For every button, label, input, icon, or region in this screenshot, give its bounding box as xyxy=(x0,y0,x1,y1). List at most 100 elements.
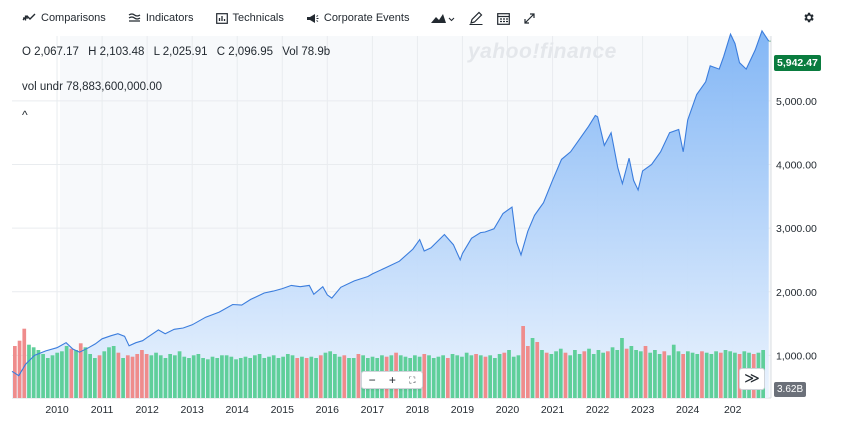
indicators-button[interactable]: Indicators xyxy=(128,12,194,24)
volume-bar xyxy=(267,356,271,398)
x-tick-label: 2021 xyxy=(541,404,565,416)
comparisons-icon xyxy=(22,13,36,21)
volume-bar xyxy=(314,358,318,398)
volume-bar xyxy=(681,354,685,398)
x-tick-label: 2016 xyxy=(316,404,340,416)
x-tick-label: 2012 xyxy=(135,404,159,416)
volume-bar xyxy=(474,354,478,398)
x-tick-label: 2010 xyxy=(45,404,69,416)
zoom-out-button[interactable]: − xyxy=(368,373,376,387)
volume-bar xyxy=(276,358,281,398)
volume-bar xyxy=(685,351,690,398)
volume-bar xyxy=(257,354,262,398)
volume-bar xyxy=(431,358,436,398)
fullscreen-button[interactable] xyxy=(524,12,536,24)
volume-bar xyxy=(709,354,714,398)
volume-bar xyxy=(60,351,64,398)
comparisons-label: Comparisons xyxy=(41,12,106,24)
calendar-button[interactable] xyxy=(497,12,511,25)
expand-icon xyxy=(524,12,536,24)
y-tick-label: 5,000.00 xyxy=(776,96,817,108)
volume-bar xyxy=(690,352,695,398)
technicals-button[interactable]: Technicals xyxy=(215,12,284,24)
volume-bar xyxy=(64,346,69,398)
collapse-legend-button[interactable]: ^ xyxy=(22,108,28,122)
volume-bar xyxy=(224,355,229,398)
x-tick-label: 2014 xyxy=(226,404,250,416)
volume-bar xyxy=(615,350,620,398)
volume-bar xyxy=(173,355,177,398)
volume-bar xyxy=(460,356,464,398)
volume-bar xyxy=(568,355,573,398)
volume-bar xyxy=(196,354,201,398)
x-tick-label: 2019 xyxy=(451,404,475,416)
yahoo-finance-watermark: yahoo!finance xyxy=(468,40,617,63)
draw-button[interactable] xyxy=(469,11,483,25)
volume-bar xyxy=(234,359,238,398)
volume-bar xyxy=(700,351,704,398)
volume-bar xyxy=(182,356,187,398)
volume-bar xyxy=(191,355,196,398)
volume-bar xyxy=(507,350,511,398)
volume-bar xyxy=(337,356,342,398)
price-area xyxy=(12,30,769,399)
volume-bar xyxy=(521,326,525,398)
volume-bar xyxy=(347,358,351,398)
volume-bar xyxy=(610,347,615,398)
volume-bar xyxy=(83,347,88,398)
y-tick-label: 4,000.00 xyxy=(776,160,817,172)
comparisons-button[interactable]: Comparisons xyxy=(22,12,106,24)
volume-bar xyxy=(74,350,78,398)
volume-bar xyxy=(140,350,144,398)
volume-bar xyxy=(262,358,267,398)
technicals-label: Technicals xyxy=(232,12,284,24)
volume-bar xyxy=(205,359,210,398)
volume-bar xyxy=(168,354,173,398)
volume-bar xyxy=(554,351,558,398)
scroll-to-latest-button[interactable]: ≫ xyxy=(739,368,765,390)
mountain-chart-icon xyxy=(431,13,455,23)
x-tick-label: 2022 xyxy=(586,404,610,416)
volume-bar xyxy=(653,350,657,398)
last-volume-badge: 3.62B xyxy=(774,382,807,397)
volume-bar xyxy=(333,354,337,398)
volume-bar xyxy=(328,351,333,398)
volume-bar xyxy=(154,352,158,398)
volume-bar xyxy=(525,346,530,398)
x-tick-label: 2023 xyxy=(631,404,655,416)
zoom-in-button[interactable]: + xyxy=(388,373,396,387)
volume-bar xyxy=(497,354,502,398)
y-tick-label: 3,000.00 xyxy=(776,223,817,235)
calendar-icon xyxy=(497,12,511,25)
volume-bar xyxy=(210,356,215,398)
x-tick-label: 202 xyxy=(724,404,742,416)
zoom-reset-button[interactable]: ⛶ xyxy=(409,375,416,385)
volume-bar xyxy=(97,355,102,398)
volume-bar xyxy=(201,358,205,398)
volume-bar xyxy=(69,348,74,398)
settings-button[interactable] xyxy=(802,11,815,29)
volume-bar xyxy=(629,346,634,398)
chart-type-button[interactable] xyxy=(431,13,455,24)
volume-bar xyxy=(478,355,483,398)
volume-bar xyxy=(121,358,125,398)
ohlc-readout: O 2,067.17 H 2,103.48 L 2,025.91 C 2,096… xyxy=(22,46,336,58)
volume-bar xyxy=(605,351,610,398)
zoom-controls: − + ⛶ xyxy=(361,371,423,389)
volume-bar xyxy=(243,356,248,398)
last-price-badge: 5,942.47 xyxy=(774,55,821,71)
volume-bar xyxy=(558,348,563,398)
volume-bar xyxy=(695,354,700,398)
volume-bar xyxy=(723,350,728,398)
volume-underlying-readout: vol undr 78,883,600,000.00 xyxy=(22,81,163,93)
volume-bar xyxy=(596,350,601,398)
open-value: O 2,067.17 xyxy=(22,46,79,58)
volume-bar xyxy=(102,351,107,398)
corporate-events-button[interactable]: Corporate Events xyxy=(306,12,409,24)
volume-bar xyxy=(238,358,243,398)
x-tick-label: 2013 xyxy=(180,404,204,416)
volume-bar xyxy=(638,351,643,398)
volume-bar xyxy=(177,351,182,398)
